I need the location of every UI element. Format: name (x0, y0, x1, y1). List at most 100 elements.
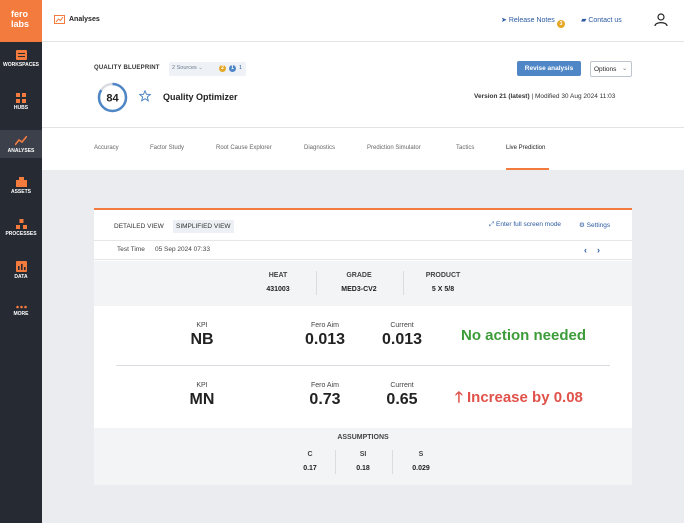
page-title: Analyses (69, 16, 100, 23)
user-icon[interactable] (654, 13, 668, 27)
sidebar-item-hubs[interactable]: HUBS (0, 93, 42, 111)
assumptions-band (94, 428, 632, 485)
sidebar-item-label: WORKSPACES (2, 62, 40, 68)
sidebar-item-label: PROCESSES (5, 231, 37, 237)
options-label: Options (594, 66, 617, 73)
gear-icon: ⚙ (579, 222, 587, 229)
divider (335, 450, 336, 474)
chevron-down-icon: ⌄ (622, 65, 628, 72)
sidebar: fero labs WORKSPACES HUBS ANALYSES ASSET… (0, 0, 42, 523)
test-time-value: 05 Sep 2024 07:33 (155, 246, 210, 253)
assumption-label: SI (359, 451, 367, 458)
fero-aim-label: Fero Aim (310, 382, 339, 389)
workspaces-icon (15, 50, 27, 60)
analysis-title: Quality Optimizer (163, 92, 238, 102)
recommendation-text: Increase by 0.08 (466, 389, 583, 406)
fero-aim-value: 0.73 (309, 391, 341, 408)
grade-value: MED3-CV2 (341, 286, 377, 293)
revise-analysis-button[interactable]: Revise analysis (517, 61, 581, 76)
current-label: Current (390, 382, 414, 389)
kpi-label: KPI (196, 322, 208, 329)
assets-icon (15, 177, 27, 187)
chevron-left-icon[interactable]: ‹ (584, 245, 587, 255)
sidebar-item-label: HUBS (13, 105, 29, 111)
fero-labs-logo[interactable]: fero labs (0, 0, 42, 42)
kpi-label: KPI (196, 382, 208, 389)
version-info: Version 21 (latest) | Modified 30 Aug 20… (474, 93, 615, 100)
kpi-name: MN (189, 391, 215, 408)
divider (116, 365, 610, 366)
kpi-name: NB (190, 331, 214, 348)
sidebar-item-workspaces[interactable]: WORKSPACES (0, 50, 42, 68)
heat-info-band (94, 261, 632, 306)
source-count: 1 (239, 65, 243, 71)
expand-icon: ⤢ (489, 221, 497, 228)
fullscreen-button[interactable]: ⤢ Enter full screen mode (489, 221, 561, 229)
source-info-badge: 1 (229, 65, 236, 72)
test-time-row (94, 240, 632, 260)
active-tab-indicator (506, 168, 549, 170)
divider (392, 450, 393, 474)
tab-prediction-simulator[interactable]: Prediction Simulator (367, 145, 421, 151)
sidebar-item-processes[interactable]: PROCESSES (0, 219, 42, 237)
fullscreen-label: Enter full screen mode (496, 221, 562, 228)
sidebar-item-label: MORE (13, 311, 29, 317)
divider (403, 271, 404, 295)
current-value: 0.013 (381, 331, 423, 348)
grade-label: GRADE (346, 272, 372, 279)
analyses-icon (54, 15, 65, 24)
score-ring: 84 (97, 82, 128, 113)
tab-factor-study[interactable]: Factor Study (150, 145, 185, 151)
tab-accuracy[interactable]: Accuracy (94, 145, 119, 151)
settings-label: Settings (586, 222, 611, 229)
simplified-view-button[interactable]: SIMPLIFIED VIEW (173, 220, 234, 233)
tab-tactics[interactable]: Tactics (456, 145, 475, 151)
arrow-up-icon: 🡑 (455, 389, 463, 406)
fero-aim-value: 0.013 (304, 331, 346, 348)
sidebar-item-analyses[interactable]: ANALYSES (0, 130, 42, 158)
data-icon (15, 261, 27, 272)
tab-root-cause-explorer[interactable]: Root Cause Explorer (216, 145, 272, 151)
chevron-right-icon[interactable]: › (597, 245, 600, 255)
contact-us-link[interactable]: ▰ Contact us (581, 16, 622, 24)
analyses-icon (15, 136, 27, 146)
sources-dropdown[interactable]: 2 Sources ⌄ 2 1 1 (169, 62, 246, 76)
assumption-value: 0.18 (356, 465, 370, 472)
chevron-down-icon: ⌄ (198, 65, 203, 71)
sidebar-item-more[interactable]: MORE (0, 305, 42, 317)
current-value: 0.65 (386, 391, 418, 408)
release-notes-badge: 3 (557, 20, 565, 28)
sidebar-item-assets[interactable]: ASSETS (0, 177, 42, 195)
test-time-label: Test Time (117, 246, 145, 253)
options-dropdown[interactable]: Options ⌄ (590, 61, 632, 77)
fero-aim-label: Fero Aim (310, 322, 339, 329)
sidebar-item-data[interactable]: DATA (0, 261, 42, 280)
modified-label: | Modified 30 Aug 2024 11:03 (529, 93, 616, 100)
logo-line1: fero (11, 9, 29, 19)
recommendation-message: No action needed (461, 327, 587, 344)
divider (316, 271, 317, 295)
product-value: 5 X 5/8 (431, 286, 455, 293)
assumption-value: 0.029 (412, 465, 430, 472)
processes-icon (15, 219, 27, 229)
sources-label: 2 Sources (172, 65, 197, 71)
star-icon[interactable] (139, 90, 151, 102)
sidebar-item-label: ANALYSES (7, 148, 35, 154)
chat-icon: ▰ (581, 17, 589, 24)
product-label: PRODUCT (425, 272, 461, 279)
send-icon: ➤ (501, 17, 509, 24)
release-notes-label: Release Notes (508, 17, 555, 24)
tab-diagnostics[interactable]: Diagnostics (304, 145, 336, 151)
contact-us-label: Contact us (588, 17, 622, 24)
source-warning-badge: 2 (219, 65, 226, 72)
score-value: 84 (106, 93, 119, 105)
hubs-icon (15, 93, 26, 103)
heat-label: HEAT (268, 272, 288, 279)
assumption-label: S (418, 451, 424, 458)
release-notes-link[interactable]: ➤ Release Notes (501, 16, 555, 24)
settings-button[interactable]: ⚙ Settings (579, 221, 610, 229)
detailed-view-button[interactable]: DETAILED VIEW (114, 223, 164, 230)
top-bar: Analyses ➤ Release Notes 3 ▰ Contact us (42, 0, 684, 42)
current-label: Current (390, 322, 414, 329)
tab-live-prediction[interactable]: Live Prediction (506, 145, 546, 151)
